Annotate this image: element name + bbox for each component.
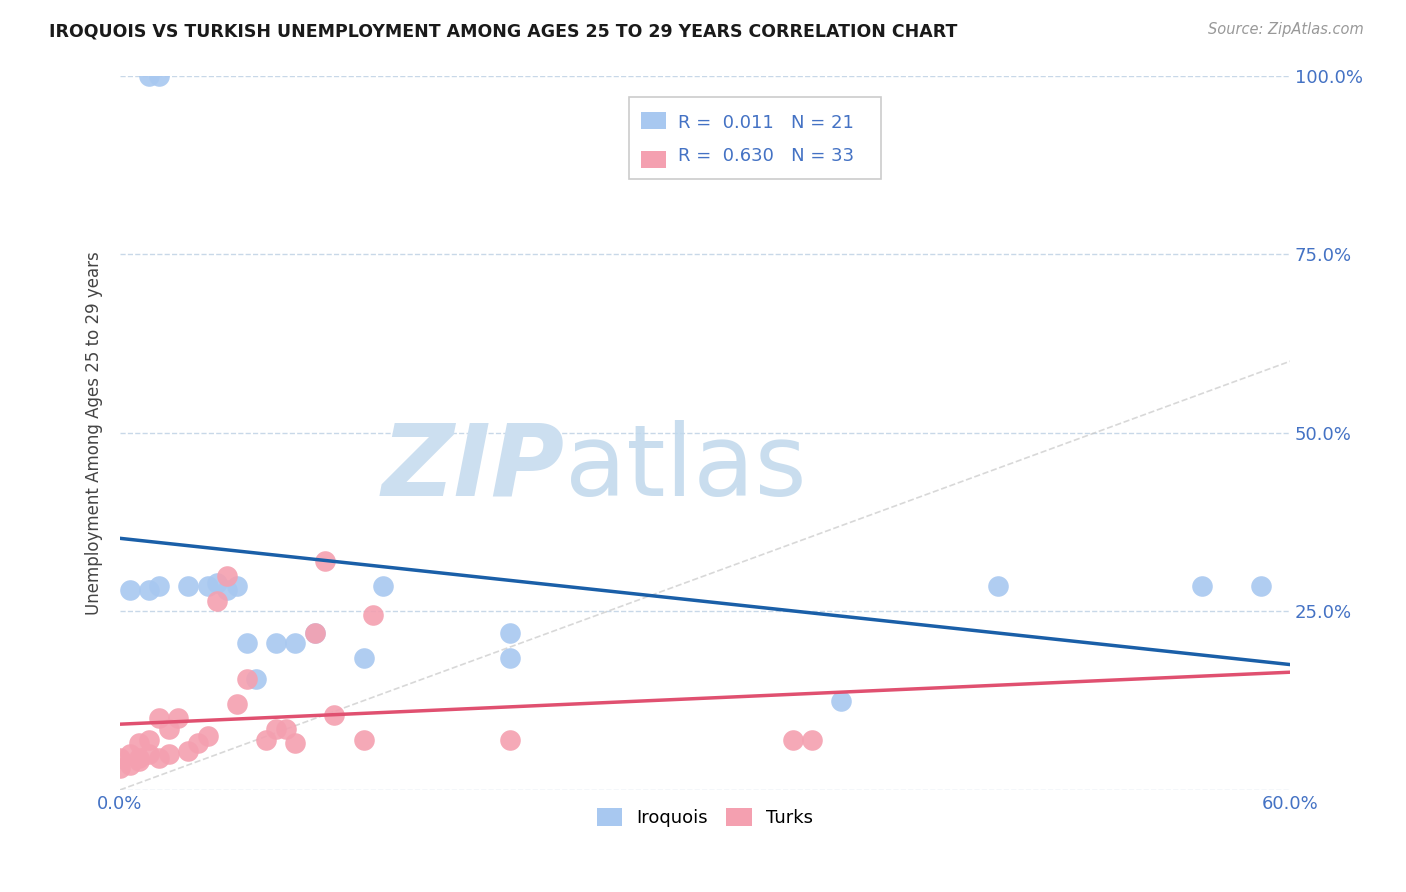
- Point: [128, 755, 150, 769]
- Point: [499, 732, 522, 747]
- Point: [304, 625, 326, 640]
- Point: [148, 69, 170, 83]
- Point: [128, 751, 150, 765]
- Point: [138, 747, 160, 762]
- Point: [197, 579, 219, 593]
- Point: [108, 762, 131, 776]
- Point: [1250, 579, 1272, 593]
- Point: [148, 751, 170, 765]
- Point: [157, 722, 180, 736]
- Point: [363, 607, 385, 622]
- Point: [217, 582, 239, 597]
- Point: [274, 722, 297, 736]
- Text: R =  0.011   N = 21: R = 0.011 N = 21: [678, 114, 853, 132]
- Text: ZIP: ZIP: [381, 420, 565, 517]
- FancyBboxPatch shape: [628, 97, 880, 179]
- Point: [235, 672, 257, 686]
- Point: [323, 707, 346, 722]
- Point: [108, 751, 131, 765]
- Point: [197, 729, 219, 743]
- Point: [499, 650, 522, 665]
- Point: [314, 554, 336, 568]
- Point: [226, 697, 249, 711]
- Point: [373, 579, 395, 593]
- Point: [353, 650, 375, 665]
- Text: IROQUOIS VS TURKISH UNEMPLOYMENT AMONG AGES 25 TO 29 YEARS CORRELATION CHART: IROQUOIS VS TURKISH UNEMPLOYMENT AMONG A…: [49, 22, 957, 40]
- Point: [207, 575, 229, 590]
- Text: Source: ZipAtlas.com: Source: ZipAtlas.com: [1208, 22, 1364, 37]
- Point: [148, 579, 170, 593]
- Point: [264, 722, 287, 736]
- Point: [264, 636, 287, 650]
- Point: [304, 625, 326, 640]
- FancyBboxPatch shape: [641, 112, 666, 129]
- Point: [831, 693, 853, 707]
- Point: [284, 636, 307, 650]
- Point: [499, 625, 522, 640]
- Point: [138, 582, 160, 597]
- Point: [284, 736, 307, 750]
- Point: [207, 593, 229, 607]
- Point: [148, 711, 170, 725]
- Point: [138, 732, 160, 747]
- Y-axis label: Unemployment Among Ages 25 to 29 years: Unemployment Among Ages 25 to 29 years: [86, 251, 103, 615]
- Legend: Iroquois, Turks: Iroquois, Turks: [589, 801, 820, 835]
- Point: [177, 744, 200, 758]
- Point: [138, 69, 160, 83]
- Point: [782, 732, 804, 747]
- Point: [118, 758, 141, 772]
- Point: [235, 636, 257, 650]
- Point: [187, 736, 209, 750]
- Point: [1191, 579, 1213, 593]
- Point: [245, 672, 267, 686]
- Point: [353, 732, 375, 747]
- Point: [254, 732, 277, 747]
- Point: [801, 732, 824, 747]
- Point: [986, 579, 1008, 593]
- Point: [177, 579, 200, 593]
- Text: atlas: atlas: [565, 420, 806, 517]
- Point: [128, 736, 150, 750]
- Point: [118, 582, 141, 597]
- Point: [217, 568, 239, 582]
- Point: [118, 747, 141, 762]
- FancyBboxPatch shape: [641, 151, 666, 169]
- Point: [167, 711, 190, 725]
- Point: [157, 747, 180, 762]
- Text: R =  0.630   N = 33: R = 0.630 N = 33: [678, 147, 855, 165]
- Point: [226, 579, 249, 593]
